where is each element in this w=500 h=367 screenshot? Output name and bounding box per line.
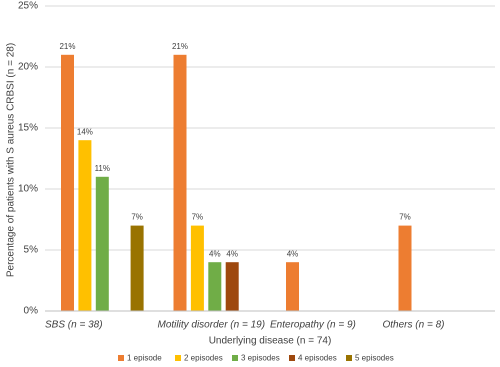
x-tick-label: Enteropathy (n = 9) xyxy=(270,320,356,331)
bar xyxy=(398,225,412,311)
bar xyxy=(78,140,92,311)
bar xyxy=(190,225,204,311)
data-label: 21% xyxy=(59,42,75,51)
data-label: 4% xyxy=(226,249,238,258)
data-label: 4% xyxy=(209,249,221,258)
legend-label: 4 episodes xyxy=(298,354,337,363)
data-label: 7% xyxy=(131,213,143,222)
data-label: 7% xyxy=(399,213,411,222)
legend-label: 5 episodes xyxy=(355,354,394,363)
y-tick-label: 15% xyxy=(18,123,38,134)
bar xyxy=(286,262,299,311)
data-label: 7% xyxy=(192,213,204,222)
y-tick-label: 5% xyxy=(24,245,39,256)
y-tick-label: 0% xyxy=(24,306,39,317)
bar xyxy=(95,176,109,311)
legend-swatch xyxy=(118,355,124,361)
x-tick-label: SBS (n = 38) xyxy=(45,320,103,331)
legend-swatch xyxy=(289,355,295,361)
bar xyxy=(61,54,74,312)
bar xyxy=(208,262,222,311)
y-tick-label: 20% xyxy=(18,62,38,73)
y-axis-title: Percentage of patients with S aureus CRB… xyxy=(6,43,17,277)
x-tick-label: Motility disorder (n = 19) xyxy=(158,320,266,331)
y-tick-label: 10% xyxy=(18,184,38,195)
legend-swatch xyxy=(175,355,181,361)
y-tick-label: 25% xyxy=(18,1,38,12)
legend-label: 3 episodes xyxy=(241,354,280,363)
x-axis-title: Underlying disease (n = 74) xyxy=(209,336,332,347)
legend-label: 2 episodes xyxy=(184,354,223,363)
bar xyxy=(130,225,144,311)
bar xyxy=(173,54,187,312)
data-label: 21% xyxy=(172,42,188,51)
legend-swatch xyxy=(346,355,352,361)
data-label: 11% xyxy=(95,164,110,173)
data-label: 4% xyxy=(287,249,299,258)
x-tick-label: Others (n = 8) xyxy=(383,320,445,331)
legend-swatch xyxy=(232,355,238,361)
legend-label: 1 episode xyxy=(127,354,162,363)
bar xyxy=(225,262,239,311)
data-label: 14% xyxy=(77,127,93,136)
